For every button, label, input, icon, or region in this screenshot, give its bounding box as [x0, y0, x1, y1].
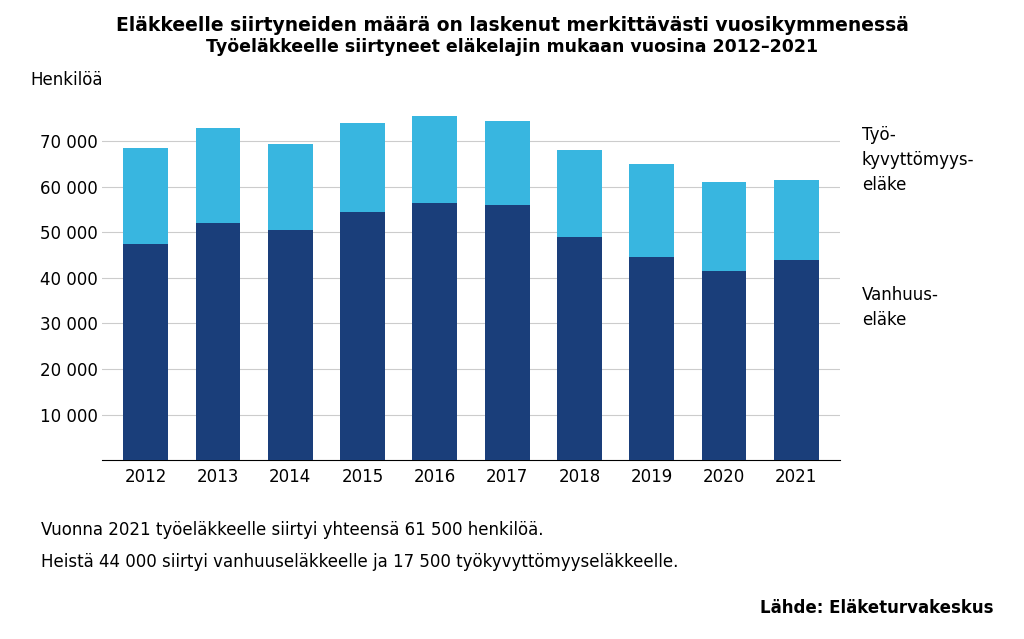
Text: Vuonna 2021 työeläkkeelle siirtyi yhteensä 61 500 henkilöä.: Vuonna 2021 työeläkkeelle siirtyi yhteen… [41, 521, 544, 539]
Bar [123, 148, 168, 244]
Bar [557, 151, 602, 237]
Bar [701, 182, 746, 271]
Text: Lähde: Eläketurvakeskus: Lähde: Eläketurvakeskus [760, 599, 993, 617]
Text: Henkilöä: Henkilöä [31, 72, 103, 89]
Bar [340, 212, 385, 460]
Bar [557, 237, 602, 460]
Bar [196, 128, 241, 224]
Bar [774, 260, 819, 460]
Bar [268, 144, 312, 230]
Bar [268, 230, 312, 460]
Text: Vanhuus-
eläke: Vanhuus- eläke [862, 286, 939, 328]
Bar [484, 205, 529, 460]
Bar [413, 203, 458, 460]
Bar [484, 121, 529, 205]
Text: Heistä 44 000 siirtyi vanhuuseläkkeelle ja 17 500 työkyvyttömyyseläkkeelle.: Heistä 44 000 siirtyi vanhuuseläkkeelle … [41, 553, 678, 571]
Text: Työ-
kyvyttömyys-
eläke: Työ- kyvyttömyys- eläke [862, 126, 974, 194]
Bar [630, 258, 674, 460]
Text: Eläkkeelle siirtyneiden määrä on laskenut merkittävästi vuosikymmenessä: Eläkkeelle siirtyneiden määrä on laskenu… [116, 16, 908, 35]
Bar [774, 180, 819, 260]
Bar [701, 271, 746, 460]
Bar [340, 123, 385, 212]
Bar [196, 224, 241, 460]
Bar [123, 244, 168, 460]
Bar [630, 164, 674, 258]
Text: Työeläkkeelle siirtyneet eläkelajin mukaan vuosina 2012–2021: Työeläkkeelle siirtyneet eläkelajin muka… [206, 38, 818, 56]
Bar [413, 116, 458, 203]
